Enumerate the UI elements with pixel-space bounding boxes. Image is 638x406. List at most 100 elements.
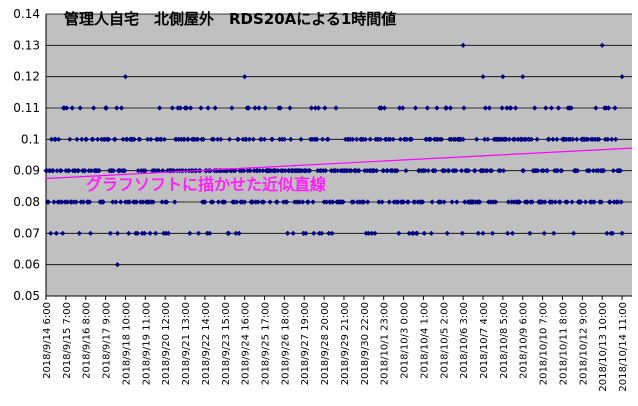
data-point xyxy=(574,168,581,174)
data-point xyxy=(56,136,62,142)
data-point xyxy=(185,136,191,142)
data-point xyxy=(164,199,170,205)
data-point xyxy=(412,105,419,111)
data-point xyxy=(482,136,488,142)
data-point xyxy=(148,136,154,142)
data-point xyxy=(509,230,516,236)
y-tick-label-9: 0.14 xyxy=(13,7,40,21)
x-tick-label-19: 2018/10/4 1:00 xyxy=(419,302,430,379)
data-point xyxy=(188,105,194,111)
data-point xyxy=(541,230,547,236)
data-point xyxy=(453,168,459,174)
x-tick-label-25: 2018/10/10 7:00 xyxy=(539,302,550,385)
x-tick-label-2: 2018/9/16 8:00 xyxy=(82,302,93,379)
data-point xyxy=(432,168,438,174)
data-point xyxy=(486,105,492,111)
data-point xyxy=(458,168,465,174)
x-tick-label-16: 2018/9/30 22:00 xyxy=(360,302,371,385)
data-point xyxy=(609,230,616,236)
data-point xyxy=(610,168,616,174)
data-point xyxy=(122,168,128,174)
y-tick-label-6: 0.11 xyxy=(13,101,40,115)
data-point xyxy=(153,230,159,236)
data-point xyxy=(260,168,266,174)
data-point xyxy=(414,230,420,236)
data-point xyxy=(234,199,240,205)
data-point xyxy=(378,105,384,111)
x-tick-label-5: 2018/9/19 11:00 xyxy=(141,302,152,385)
data-point xyxy=(564,199,570,205)
data-point xyxy=(354,136,360,142)
data-point xyxy=(83,136,90,142)
data-point xyxy=(269,136,276,142)
data-point xyxy=(73,199,79,205)
data-point xyxy=(550,136,556,142)
x-tick-label-8: 2018/9/22 14:00 xyxy=(201,302,212,385)
data-point xyxy=(211,136,217,142)
data-point xyxy=(53,230,59,236)
data-point xyxy=(60,230,66,236)
x-tick-label-26: 2018/10/11 8:00 xyxy=(558,302,569,385)
data-point xyxy=(429,199,435,205)
x-tick-label-11: 2018/9/25 17:00 xyxy=(261,302,272,385)
data-point xyxy=(350,136,356,142)
data-point xyxy=(505,199,512,205)
data-point xyxy=(215,136,221,142)
data-point xyxy=(605,105,612,111)
data-point xyxy=(543,105,549,111)
x-tick-label-13: 2018/9/27 19:00 xyxy=(300,302,311,385)
data-point xyxy=(90,136,96,142)
data-point xyxy=(443,105,450,111)
x-tick-label-9: 2018/9/23 15:00 xyxy=(221,302,232,385)
data-point xyxy=(87,230,94,236)
x-tick-label-7: 2018/9/21 13:00 xyxy=(181,302,192,385)
data-point xyxy=(323,168,329,174)
data-point xyxy=(226,136,233,142)
data-point xyxy=(303,230,309,236)
data-point xyxy=(373,168,380,174)
data-point xyxy=(48,136,55,142)
data-point xyxy=(74,136,80,142)
data-point xyxy=(247,168,253,174)
plot-area xyxy=(46,14,632,296)
data-point xyxy=(348,168,354,174)
data-point xyxy=(112,136,118,142)
data-point xyxy=(406,230,412,236)
data-point xyxy=(77,105,83,111)
data-point xyxy=(387,136,393,142)
data-point xyxy=(91,105,97,111)
data-point xyxy=(557,199,563,205)
data-point xyxy=(114,105,120,111)
data-point xyxy=(385,168,391,174)
data-point xyxy=(427,136,434,142)
data-point xyxy=(396,105,403,111)
data-point xyxy=(612,105,618,111)
data-point xyxy=(48,230,54,236)
data-point xyxy=(114,230,121,236)
data-point xyxy=(275,168,281,174)
x-axis: 2018/9/14 6:00 2018/9/15 7:00 2018/9/16 8:… xyxy=(42,296,629,392)
data-point xyxy=(135,168,141,174)
data-point xyxy=(400,199,407,205)
x-tick-label-3: 2018/9/17 9:00 xyxy=(102,302,113,379)
x-tick-label-14: 2018/9/28 20:00 xyxy=(320,302,331,385)
data-point xyxy=(165,230,171,236)
trendline-annotation: グラフソフトに描かせた近似直線 xyxy=(86,175,326,194)
data-point xyxy=(607,199,613,205)
data-point xyxy=(235,136,241,142)
data-point xyxy=(200,136,206,142)
data-point xyxy=(257,168,263,174)
data-point xyxy=(548,105,554,111)
data-point xyxy=(350,199,357,205)
data-point-highlight-4 xyxy=(480,74,486,80)
x-tick-label-1: 2018/9/15 7:00 xyxy=(62,302,73,379)
data-point xyxy=(365,230,372,236)
data-point xyxy=(462,199,468,205)
data-point xyxy=(497,168,504,174)
data-point xyxy=(288,136,294,142)
data-point xyxy=(446,168,452,174)
data-point xyxy=(447,105,454,111)
y-tick-label-8: 0.13 xyxy=(13,38,40,52)
data-point xyxy=(50,168,56,174)
data-point xyxy=(428,230,434,236)
